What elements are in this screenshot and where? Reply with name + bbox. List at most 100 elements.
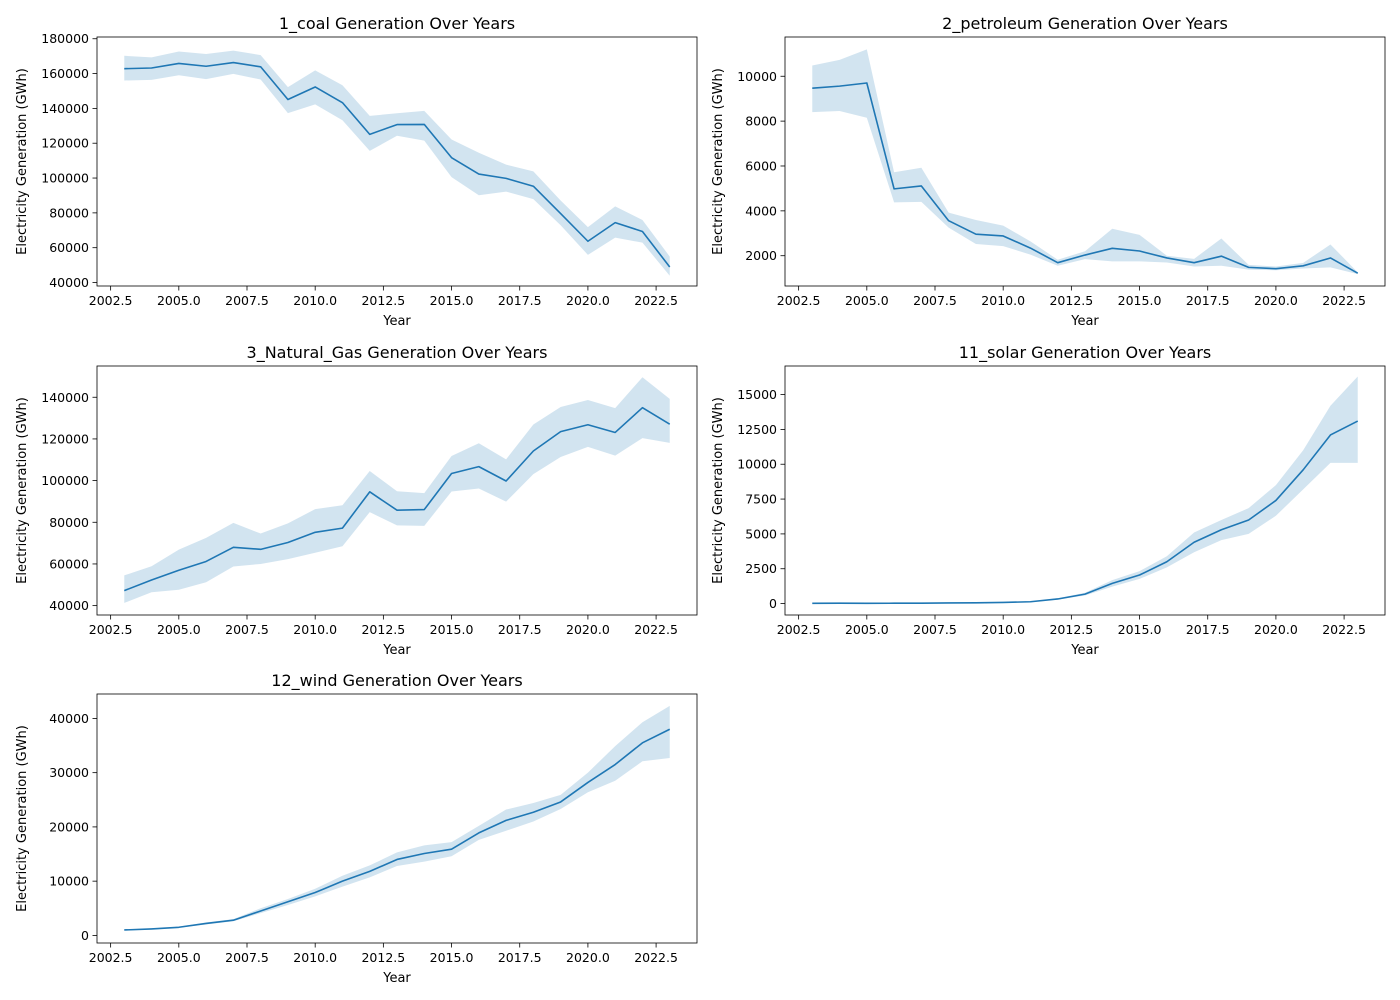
data-point: [423, 508, 425, 510]
x-tick-label: 2017.5: [1186, 622, 1230, 637]
confidence-band: [124, 50, 670, 276]
data-point: [559, 801, 561, 803]
y-tick-label: 10000: [737, 457, 777, 472]
x-tick-label: 2022.5: [1322, 293, 1366, 308]
data-point: [1057, 261, 1059, 263]
x-tick-label: 2015.0: [430, 950, 474, 965]
data-point: [314, 531, 316, 533]
y-tick-label: 12500: [737, 422, 777, 437]
data-point: [532, 811, 534, 813]
data-point: [893, 602, 895, 604]
data-point: [1275, 268, 1277, 270]
chart-title: 2_petroleum Generation Over Years: [942, 14, 1228, 34]
series-line: [124, 61, 671, 268]
data-point: [123, 929, 125, 931]
data-point: [532, 450, 534, 452]
x-tick-label: 2010.0: [981, 622, 1025, 637]
y-tick-label: 60000: [49, 556, 89, 571]
data-point: [838, 602, 840, 604]
data-point: [505, 819, 507, 821]
data-point: [1002, 235, 1004, 237]
data-point: [1302, 265, 1304, 267]
data-point: [811, 602, 813, 604]
data-point: [1193, 261, 1195, 263]
data-point: [1220, 529, 1222, 531]
x-tick-label: 2020.0: [566, 293, 610, 308]
y-tick-label: 15000: [737, 387, 777, 402]
data-point: [1084, 593, 1086, 595]
y-tick-label: 100000: [41, 171, 89, 186]
x-tick-label: 2007.5: [913, 293, 957, 308]
data-point: [1247, 519, 1249, 521]
data-point: [559, 430, 561, 432]
x-tick-label: 2007.5: [225, 293, 269, 308]
data-point: [1220, 255, 1222, 257]
data-point: [975, 602, 977, 604]
subplot-3: 2002.5 2005.0 2007.5 2010.0 2012.5 2015.0 2017…: [711, 343, 1386, 658]
data-point: [478, 173, 480, 175]
data-point: [369, 870, 371, 872]
x-tick-label: 2017.5: [498, 950, 542, 965]
x-tick-label: 2012.5: [361, 622, 405, 637]
axes-frame: [96, 365, 698, 616]
chart-title: 12_wind Generation Over Years: [271, 671, 522, 691]
y-tick-label: 4000: [745, 203, 777, 218]
y-axis-label: Electricity Generation (GWh): [15, 68, 30, 255]
data-point: [1302, 469, 1304, 471]
x-tick-label: 2020.0: [566, 622, 610, 637]
data-point: [314, 86, 316, 88]
data-point: [1166, 257, 1168, 259]
data-point: [1111, 582, 1113, 584]
y-axis-label: Electricity Generation (GWh): [15, 725, 30, 912]
data-point: [1138, 574, 1140, 576]
data-point: [1357, 420, 1359, 422]
data-point: [1275, 499, 1277, 501]
x-tick-label: 2007.5: [225, 622, 269, 637]
x-tick-label: 2010.0: [293, 950, 337, 965]
x-tick-label: 2012.5: [361, 293, 405, 308]
data-point: [259, 910, 261, 912]
x-tick-label: 2015.0: [1118, 293, 1162, 308]
data-point: [314, 891, 316, 893]
data-point: [1138, 250, 1140, 252]
data-point: [614, 221, 616, 223]
x-tick-label: 2005.0: [157, 293, 201, 308]
chart-title: 1_coal Generation Over Years: [279, 14, 515, 34]
data-point: [587, 240, 589, 242]
data-point: [1166, 561, 1168, 563]
data-point: [669, 728, 671, 730]
x-tick-label: 2017.5: [1186, 293, 1230, 308]
x-axis-label: Year: [382, 643, 411, 658]
data-point: [396, 123, 398, 125]
chart-title: 11_solar Generation Over Years: [959, 343, 1212, 363]
data-point: [369, 491, 371, 493]
y-axis-label: Electricity Generation (GWh): [711, 397, 726, 584]
axes-frame: [784, 365, 1386, 616]
data-point: [920, 602, 922, 604]
x-axis-label: Year: [382, 971, 411, 986]
data-point: [893, 188, 895, 190]
x-tick-label: 2002.5: [89, 950, 133, 965]
data-point: [641, 230, 643, 232]
x-tick-label: 2015.0: [430, 293, 474, 308]
subplot-1: 2002.5 2005.0 2007.5 2010.0 2012.5 2015.0 2017…: [711, 14, 1386, 329]
data-point: [532, 185, 534, 187]
data-point: [423, 123, 425, 125]
data-point: [205, 922, 207, 924]
x-tick-label: 2022.5: [1322, 622, 1366, 637]
y-tick-label: 10000: [737, 69, 777, 84]
x-tick-label: 2022.5: [634, 950, 678, 965]
data-point: [478, 832, 480, 834]
x-tick-label: 2010.0: [981, 293, 1025, 308]
data-point: [669, 423, 671, 425]
data-point: [287, 541, 289, 543]
y-tick-label: 80000: [49, 515, 89, 530]
x-tick-label: 2007.5: [225, 950, 269, 965]
data-point: [450, 472, 452, 474]
axes-frame: [784, 36, 1386, 287]
y-tick-label: 160000: [41, 66, 89, 81]
series-line: [124, 728, 671, 931]
x-tick-label: 2012.5: [1049, 622, 1093, 637]
y-tick-label: 10000: [49, 874, 89, 889]
